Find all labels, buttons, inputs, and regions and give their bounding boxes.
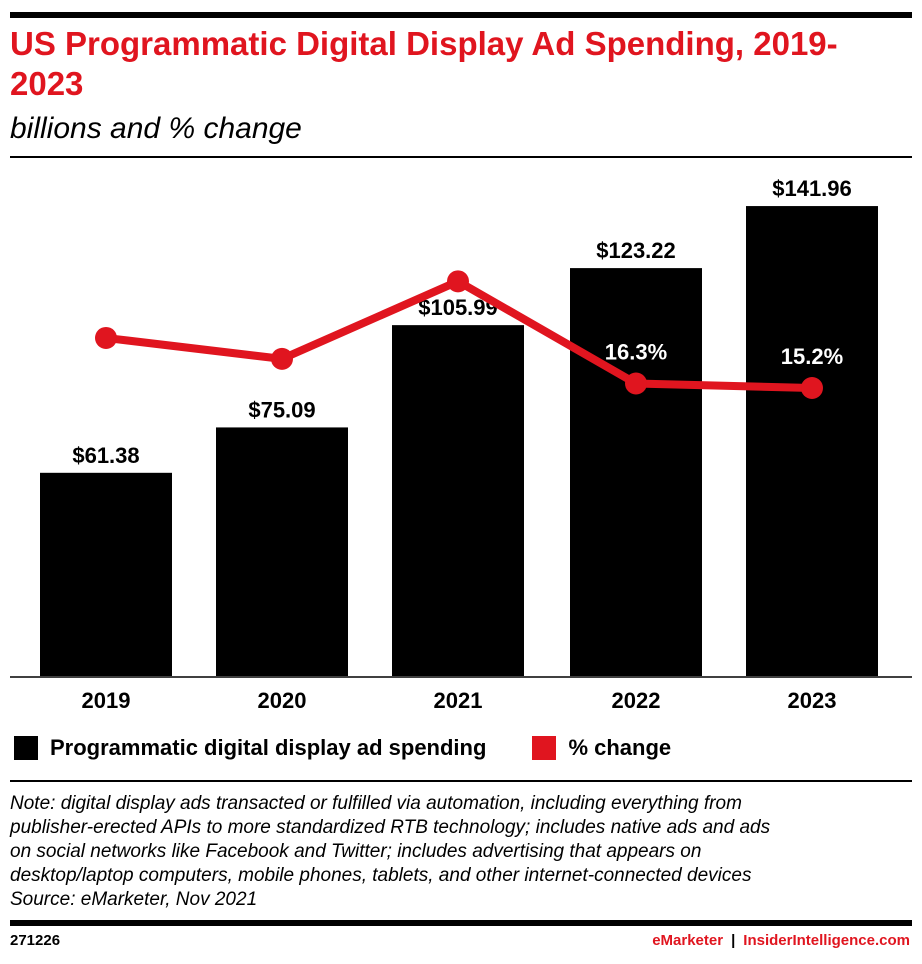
brand-insider-intelligence: InsiderIntelligence.com — [743, 932, 910, 949]
legend-swatch-change — [532, 736, 557, 760]
bar — [216, 427, 348, 676]
legend-item-spending: Programmatic digital display ad spending — [14, 735, 486, 761]
legend-label-spending: Programmatic digital display ad spending — [50, 735, 487, 760]
bar — [40, 472, 172, 676]
bar — [392, 325, 524, 676]
change-point — [447, 270, 469, 293]
bar — [570, 268, 702, 676]
change-value-label: 22.3% — [251, 315, 313, 340]
change-value-label: 41.2% — [427, 237, 489, 262]
change-point — [801, 377, 823, 399]
x-tick-label: 2021 — [434, 688, 483, 713]
bar-value-label: $141.96 — [772, 176, 852, 201]
footer-brand: eMarketer | InsiderIntelligence.com — [652, 932, 910, 949]
legend-swatch-spending — [14, 736, 38, 760]
chart-note: Note: digital display ads transacted or … — [10, 792, 910, 912]
source-line: Source: eMarketer, Nov 2021 — [10, 889, 258, 910]
change-value-label: 15.2% — [781, 344, 843, 369]
change-point — [271, 347, 293, 370]
note-line: on social networks like Facebook and Twi… — [10, 841, 702, 862]
bottom-rule — [10, 920, 912, 926]
chart-subtitle: billions and % change — [10, 112, 302, 145]
change-value-label: 27.4% — [75, 294, 137, 319]
bar-value-label: $123.22 — [596, 238, 676, 263]
note-line: desktop/laptop computers, mobile phones,… — [10, 865, 752, 886]
note-divider — [10, 780, 912, 782]
x-tick-label: 2022 — [612, 688, 661, 713]
top-rule — [10, 12, 912, 18]
legend: Programmatic digital display ad spending… — [14, 732, 717, 764]
legend-item-change: % change — [532, 735, 671, 761]
change-value-label: 16.3% — [605, 339, 667, 364]
change-point — [95, 326, 117, 349]
x-tick-label: 2023 — [788, 688, 837, 713]
chart-id: 271226 — [10, 932, 61, 949]
legend-label-change: % change — [568, 735, 672, 760]
bar — [746, 206, 878, 676]
x-tick-label: 2020 — [258, 688, 307, 713]
chart-title: US Programmatic Digital Display Ad Spend… — [10, 25, 838, 102]
bar-value-label: $75.09 — [248, 397, 315, 422]
note-line: publisher-erected APIs to more standardi… — [10, 817, 771, 838]
x-tick-label: 2019 — [82, 688, 131, 713]
note-line: Note: digital display ads transacted or … — [10, 793, 742, 814]
brand-emarketer: eMarketer — [652, 932, 724, 949]
brand-separator: | — [731, 932, 736, 949]
header-divider — [10, 156, 912, 158]
change-point — [625, 372, 647, 395]
bar-value-label: $61.38 — [72, 443, 139, 468]
chart-area: $61.38$75.09$105.99$123.22$141.9627.4%22… — [10, 176, 912, 713]
